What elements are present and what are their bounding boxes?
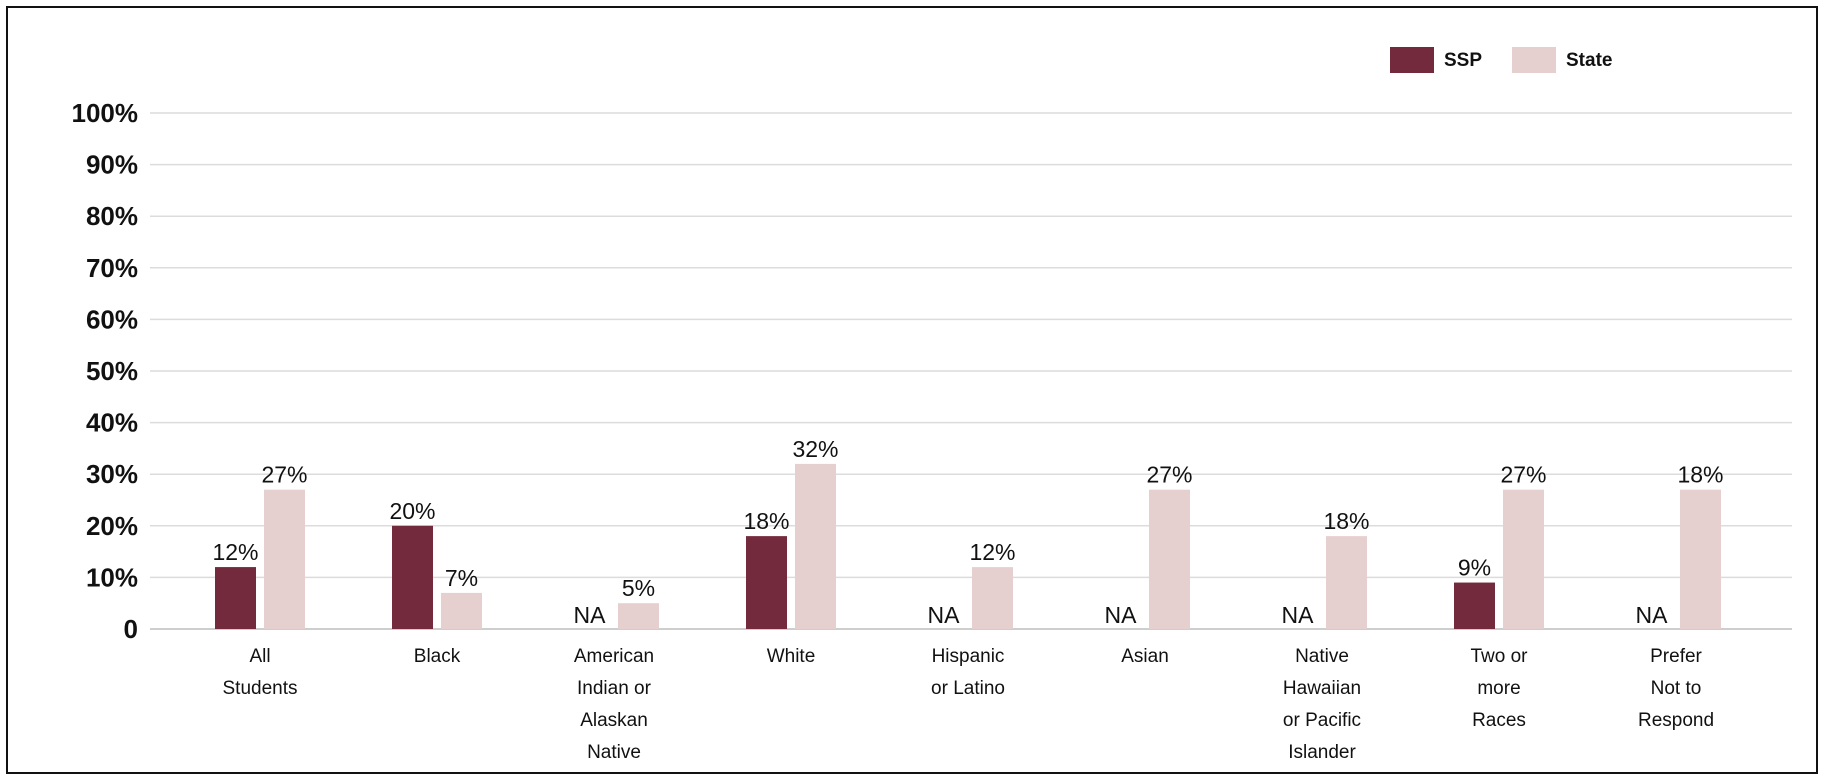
data-label-na: NA <box>574 602 607 628</box>
legend-label-ssp: SSP <box>1444 50 1482 71</box>
legend-swatch-state <box>1512 47 1556 73</box>
y-tick-label: 60% <box>86 304 138 334</box>
x-tick-label: Races <box>1472 710 1526 731</box>
y-tick-label: 90% <box>86 150 138 180</box>
data-label-na: NA <box>1282 602 1315 628</box>
x-tick-label: Black <box>414 646 461 667</box>
x-tick-label: Native <box>1295 646 1349 667</box>
y-tick-label: 70% <box>86 253 138 283</box>
data-label: 32% <box>792 436 838 462</box>
x-tick-label: Asian <box>1121 646 1169 667</box>
bar-ssp <box>746 536 787 629</box>
x-tick-label: American <box>574 646 654 667</box>
data-label-na: NA <box>928 602 961 628</box>
data-label: 27% <box>1500 462 1546 488</box>
bar-state <box>1680 489 1721 629</box>
bar-state <box>618 603 659 629</box>
data-label: 20% <box>389 498 435 524</box>
x-tick-label: or Pacific <box>1283 710 1361 731</box>
x-tick-label: Prefer <box>1650 646 1702 667</box>
x-tick-label: Hispanic <box>932 646 1005 667</box>
y-tick-label: 80% <box>86 201 138 231</box>
bar-state <box>1326 536 1367 629</box>
y-tick-label: 10% <box>86 562 138 592</box>
x-tick-label: Students <box>223 678 298 699</box>
y-tick-label: 30% <box>86 459 138 489</box>
bar-ssp <box>392 525 433 629</box>
y-tick-label: 50% <box>86 356 138 386</box>
data-label: 9% <box>1458 555 1491 581</box>
x-tick-label: Hawaiian <box>1283 678 1361 699</box>
legend-swatch-ssp <box>1390 47 1434 73</box>
data-label-na: NA <box>1636 602 1669 628</box>
data-label-na: NA <box>1105 602 1138 628</box>
bar-state <box>264 489 305 629</box>
data-label: 27% <box>1146 462 1192 488</box>
data-label: 27% <box>261 462 307 488</box>
chart-frame <box>6 6 1818 774</box>
x-tick-label: Alaskan <box>580 710 648 731</box>
x-tick-label: or Latino <box>931 678 1005 699</box>
x-tick-label: Respond <box>1638 710 1714 731</box>
bar-state <box>1503 489 1544 629</box>
bar-state <box>795 463 836 629</box>
data-label: 12% <box>969 539 1015 565</box>
y-tick-label: 40% <box>86 408 138 438</box>
x-tick-label: Native <box>587 742 641 763</box>
y-tick-label: 100% <box>72 98 139 128</box>
x-tick-label: more <box>1477 678 1520 699</box>
bar-state <box>441 592 482 629</box>
data-label: 18% <box>743 508 789 534</box>
data-label: 18% <box>1323 508 1369 534</box>
x-tick-label: Two or <box>1470 646 1528 667</box>
x-tick-label: Islander <box>1288 742 1356 763</box>
x-tick-label: White <box>767 646 816 667</box>
bar-ssp <box>1454 582 1495 629</box>
legend-label-state: State <box>1566 50 1612 71</box>
bar-state <box>972 567 1013 629</box>
bar-state <box>1149 489 1190 629</box>
data-label: 12% <box>212 539 258 565</box>
x-tick-label: All <box>249 646 270 667</box>
bar-ssp <box>215 567 256 629</box>
data-label: 7% <box>445 565 478 591</box>
data-label: 5% <box>622 575 655 601</box>
y-tick-label: 0 <box>124 614 138 644</box>
y-tick-label: 20% <box>86 511 138 541</box>
x-tick-label: Not to <box>1651 678 1702 699</box>
data-label: 18% <box>1677 462 1723 488</box>
x-tick-label: Indian or <box>577 678 652 699</box>
